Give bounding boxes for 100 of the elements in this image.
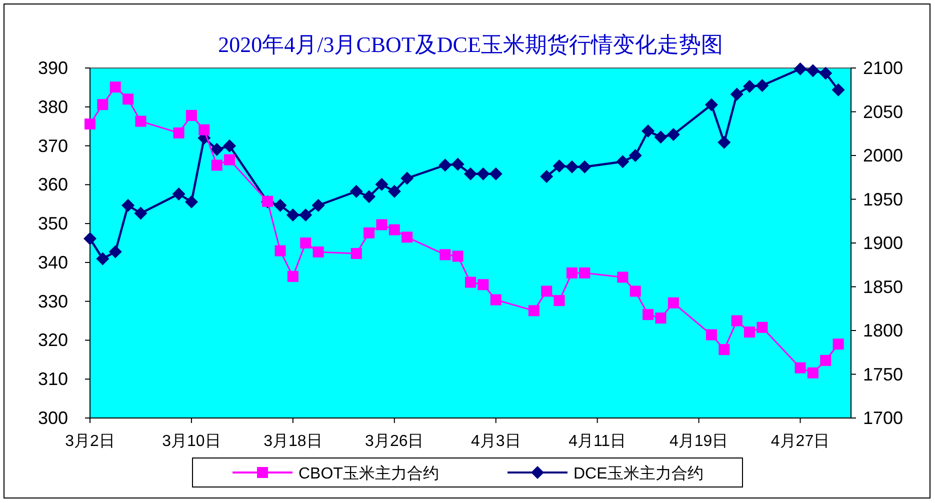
point <box>642 309 654 320</box>
point <box>465 276 476 288</box>
point <box>97 99 108 110</box>
point <box>490 294 502 306</box>
x-tick-label: 3月10日 <box>162 433 221 450</box>
point <box>312 198 325 212</box>
point <box>451 158 464 171</box>
point <box>756 322 768 333</box>
point <box>718 136 731 149</box>
legend-label: CBOT玉米主力合约 <box>298 464 439 482</box>
y2-tick-label: 2050 <box>863 102 904 122</box>
point <box>668 297 679 308</box>
point <box>452 250 464 262</box>
point <box>706 329 717 340</box>
point <box>730 88 744 101</box>
y-tick-label: 320 <box>38 330 68 350</box>
legend-label: DCE玉米主力合约 <box>574 464 704 482</box>
point <box>489 167 502 180</box>
point <box>540 170 554 183</box>
point <box>96 252 110 266</box>
x-tick-label: 3月26日 <box>365 433 424 450</box>
y2-tick-label: 1950 <box>863 189 904 210</box>
point <box>122 94 134 105</box>
point <box>528 305 540 316</box>
point <box>478 279 489 290</box>
y2-tick-label: 2000 <box>863 146 904 166</box>
point <box>756 79 769 92</box>
point <box>731 315 742 326</box>
point <box>223 139 236 152</box>
point <box>274 198 287 212</box>
point <box>312 246 324 258</box>
point <box>642 124 655 138</box>
point <box>224 154 236 166</box>
point <box>819 66 832 80</box>
point <box>794 362 806 374</box>
point <box>376 219 388 230</box>
point <box>350 184 363 198</box>
point <box>820 354 832 366</box>
y-tick-label: 330 <box>38 291 68 312</box>
point <box>388 224 400 236</box>
y2-tick-label: 1850 <box>863 276 904 297</box>
point <box>565 160 578 174</box>
x-tick-label: 3月18日 <box>264 433 322 450</box>
point <box>464 167 477 180</box>
y-tick-label: 360 <box>38 174 68 195</box>
point <box>400 172 414 185</box>
point <box>134 206 148 220</box>
point <box>350 248 362 259</box>
point <box>806 64 820 78</box>
point <box>440 249 451 260</box>
point <box>704 98 718 112</box>
point <box>541 286 552 297</box>
x-tick-label: 4月19日 <box>669 433 728 450</box>
y2-tick-label: 1800 <box>863 320 904 340</box>
point <box>476 167 490 180</box>
point <box>554 295 565 306</box>
point <box>832 83 845 96</box>
point <box>84 232 96 246</box>
point <box>186 110 197 121</box>
point <box>438 158 452 172</box>
y2-tick-label: 2100 <box>863 58 904 78</box>
point <box>375 178 388 191</box>
y2-tick-label: 1900 <box>863 233 904 253</box>
point <box>362 190 376 204</box>
point <box>579 267 590 278</box>
point <box>630 286 641 297</box>
point <box>578 160 592 174</box>
point <box>794 62 807 76</box>
point <box>388 184 401 198</box>
point <box>274 245 286 256</box>
point <box>566 267 578 278</box>
point <box>110 82 121 93</box>
point <box>122 198 135 212</box>
point <box>617 272 628 283</box>
y2-tick-label: 1700 <box>863 408 904 428</box>
point <box>616 155 630 168</box>
y-tick-label: 350 <box>38 214 68 234</box>
point <box>286 208 300 222</box>
point <box>287 270 298 282</box>
point <box>832 338 844 350</box>
y-tick-label: 380 <box>38 96 68 117</box>
point <box>744 326 756 338</box>
point <box>84 118 96 130</box>
y-tick-label: 310 <box>38 369 68 390</box>
point <box>184 195 198 208</box>
point <box>743 80 756 93</box>
x-tick-label: 4月27日 <box>770 433 830 450</box>
point <box>300 238 312 248</box>
point <box>173 127 184 138</box>
point <box>172 188 186 200</box>
x-tick-label: 3月2日 <box>65 433 115 450</box>
x-tick-label: 4月11日 <box>568 433 626 450</box>
point <box>135 116 146 127</box>
point <box>628 149 642 162</box>
point <box>807 367 818 378</box>
chart-title: 2020年4月/3月CBOT及DCE玉米期货行情变化走势图 <box>218 32 723 57</box>
point <box>211 160 222 171</box>
point <box>108 245 122 258</box>
point <box>198 124 210 136</box>
y-tick-label: 390 <box>38 58 68 78</box>
